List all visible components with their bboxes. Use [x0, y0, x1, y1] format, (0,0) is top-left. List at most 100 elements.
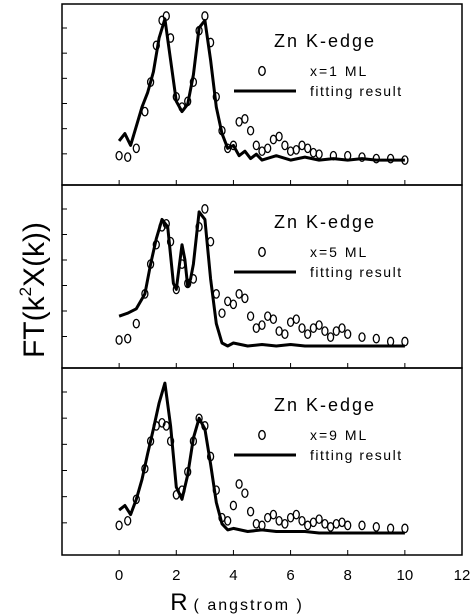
x-tick-label: 6	[286, 567, 294, 584]
data-point	[309, 147, 318, 158]
data-point	[281, 329, 289, 339]
fit-line	[117, 17, 405, 162]
data-point	[252, 518, 260, 529]
data-point	[281, 140, 289, 151]
data-point	[218, 308, 226, 319]
data-point	[201, 204, 209, 214]
data-point	[172, 91, 180, 102]
data-point	[229, 140, 238, 151]
data-point	[235, 116, 243, 127]
data-point	[235, 479, 243, 489]
data-point	[141, 289, 149, 299]
data-point	[358, 152, 366, 162]
data-point	[115, 520, 123, 531]
data-point	[372, 522, 380, 532]
data-point	[195, 413, 203, 424]
data-point	[212, 289, 220, 299]
data-point	[132, 318, 140, 329]
data-point	[172, 489, 180, 500]
data-point	[152, 40, 160, 51]
x-tick-label: 8	[344, 567, 352, 584]
data-point	[241, 488, 249, 499]
data-point	[146, 259, 155, 269]
data-point	[152, 239, 160, 250]
data-point	[229, 500, 238, 511]
data-point	[286, 146, 295, 157]
data-point	[158, 417, 166, 428]
data-point	[401, 155, 409, 165]
data-point	[201, 11, 209, 21]
data-point	[304, 329, 312, 339]
data-point	[141, 106, 149, 117]
panel-1: Zn K-edge x=1 ML fitting result	[61, 3, 463, 186]
data-point	[184, 96, 192, 107]
data-point	[386, 153, 395, 164]
y-axis-label-tail: X(k))	[18, 222, 51, 287]
data-point	[275, 515, 283, 526]
data-point	[358, 520, 366, 531]
data-point	[172, 284, 180, 295]
legend-label-fit: fitting result	[310, 447, 403, 463]
data-point	[386, 336, 395, 347]
data-point	[326, 332, 335, 342]
panel-frame	[61, 367, 463, 556]
panel-label: Zn K-edge	[274, 212, 376, 232]
data-point	[338, 323, 346, 333]
data-point	[329, 150, 338, 161]
data-point	[162, 218, 170, 229]
data-point	[162, 11, 170, 21]
data-point	[344, 329, 352, 339]
data-point	[315, 320, 323, 330]
data-point	[178, 259, 186, 269]
data-point	[401, 336, 409, 347]
data-point	[275, 131, 283, 142]
data-point	[246, 311, 255, 322]
data-point	[166, 236, 175, 247]
data-point	[275, 326, 283, 336]
data-point	[166, 33, 175, 43]
data-point	[124, 515, 132, 526]
data-point	[218, 125, 226, 136]
data-point	[189, 274, 198, 284]
data-point	[124, 333, 132, 344]
data-point	[178, 485, 186, 496]
legend-label-data: x=1 ML	[310, 63, 368, 79]
data-point	[229, 299, 238, 310]
data-point	[158, 221, 166, 232]
panels: Zn K-edge x=1 ML fitting result Zn K-edge x=…	[61, 3, 463, 556]
data-point	[115, 335, 123, 345]
data-point	[166, 436, 175, 447]
legend-label-fit: fitting result	[310, 83, 403, 99]
data-point	[115, 150, 123, 161]
data-point	[315, 514, 323, 525]
data-point	[298, 515, 306, 526]
data-point	[162, 421, 170, 431]
data-point	[321, 326, 329, 336]
data-point	[298, 323, 306, 333]
x-tick-label: 0	[115, 567, 123, 584]
data-point	[332, 518, 340, 529]
data-point	[146, 77, 155, 87]
data-point	[246, 125, 255, 136]
data-point	[292, 314, 300, 325]
x-tick-label: 12	[454, 567, 471, 584]
fit-line	[118, 210, 405, 348]
data-point	[372, 153, 380, 164]
data-point	[132, 494, 140, 505]
legend-circle-marker	[258, 65, 266, 77]
legend-label-fit: fitting result	[310, 264, 403, 280]
data-point	[344, 150, 352, 161]
x-tick-label: 10	[397, 567, 414, 584]
data-point	[315, 149, 323, 160]
data-point	[178, 102, 186, 112]
data-point	[241, 114, 249, 124]
panel-label: Zn K-edge	[274, 395, 376, 415]
y-axis-label-superscript: 2	[16, 287, 35, 296]
x-tick-label: 2	[172, 567, 180, 584]
data-point	[146, 436, 155, 447]
data-point	[386, 523, 395, 534]
data-point	[189, 436, 198, 447]
data-point	[258, 520, 266, 531]
data-point	[212, 485, 220, 496]
